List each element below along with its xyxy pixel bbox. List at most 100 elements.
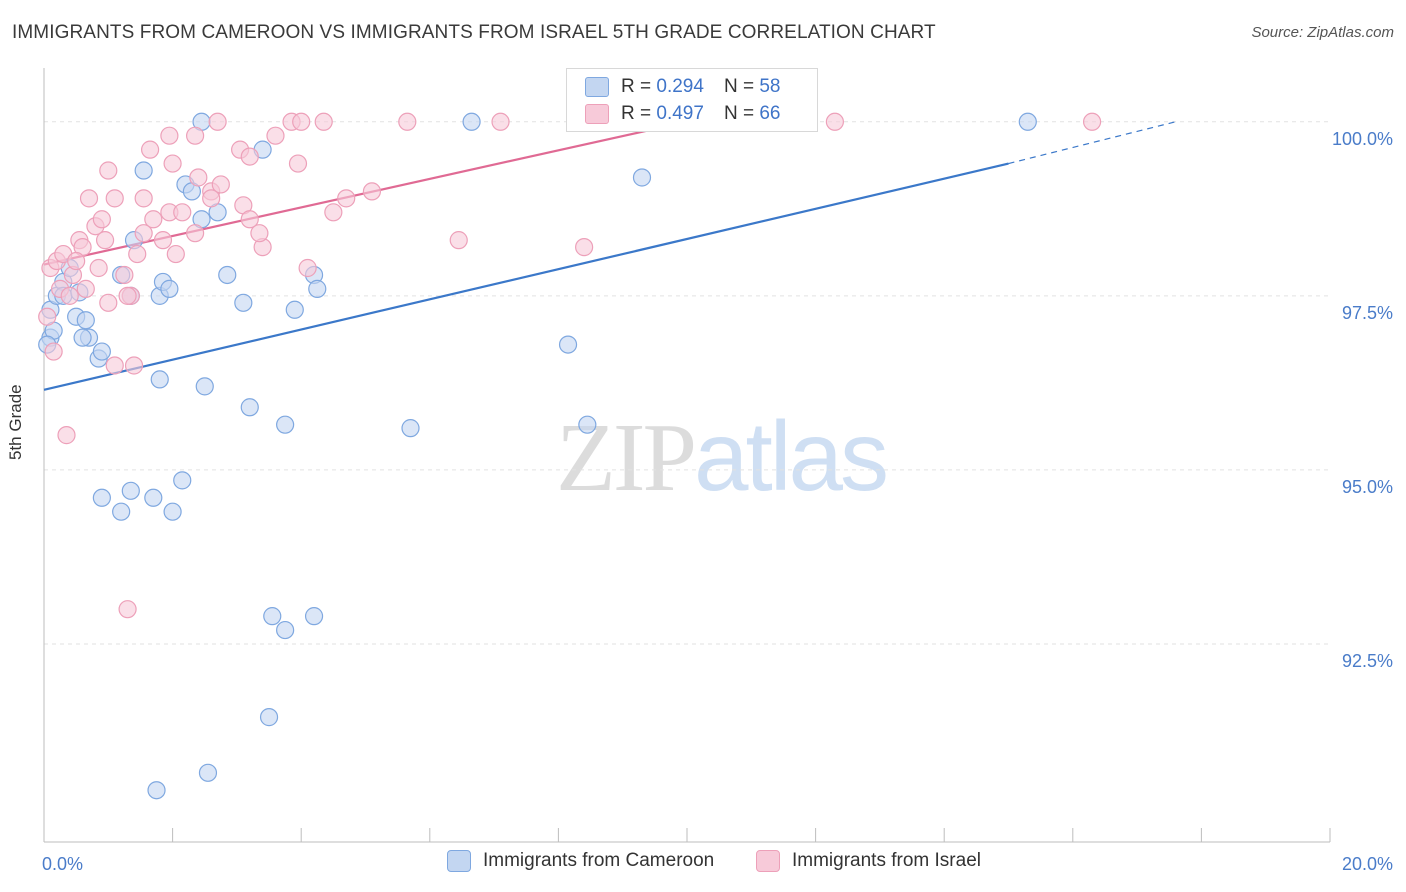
point-israel-55 — [825, 112, 844, 131]
y-tick-label-0: 92.5% — [1342, 651, 1393, 671]
stats-row-israel: R = 0.497 N = 66 — [585, 100, 780, 128]
point-israel-50 — [208, 112, 227, 131]
point-israel-14 — [153, 231, 173, 250]
r-label: R = — [621, 103, 652, 124]
point-cameroon-44 — [263, 607, 282, 626]
point-cameroon-45 — [276, 620, 295, 640]
tick-labels: 92.5% 95.0% 97.5% 100.0% 0.0% 20.0% — [42, 129, 1393, 874]
trend-line-cameroon — [43, 162, 1009, 391]
point-cameroon-17 — [160, 279, 179, 298]
legend-label-israel: Immigrants from Israel — [792, 850, 981, 871]
point-israel-24 — [240, 210, 259, 229]
n-value-israel: 66 — [759, 103, 781, 124]
point-israel-48 — [163, 154, 182, 173]
point-israel-7 — [95, 231, 115, 250]
point-cameroon-24 — [234, 293, 253, 312]
point-israel-13 — [144, 210, 163, 229]
point-israel-11 — [128, 244, 147, 264]
trend-extension-cameroon — [1008, 121, 1176, 165]
point-israel-12 — [134, 189, 153, 208]
point-cameroon-53 — [632, 168, 652, 187]
point-israel-34 — [575, 238, 594, 257]
point-cameroon-30 — [92, 342, 111, 361]
point-cameroon-49 — [198, 763, 218, 782]
point-israel-64 — [92, 210, 111, 229]
point-israel-19 — [202, 189, 221, 208]
point-israel-38 — [89, 258, 108, 278]
point-cameroon-14 — [134, 161, 153, 180]
legend-item-cameroon[interactable]: Immigrants from Cameroon — [447, 850, 714, 872]
point-israel-49 — [186, 126, 205, 145]
point-israel-31 — [337, 189, 356, 208]
point-israel-62 — [250, 224, 269, 243]
point-cameroon-31 — [150, 370, 169, 389]
point-cameroon-38 — [92, 488, 111, 507]
israel-swatch — [585, 104, 609, 124]
point-cameroon-51 — [462, 112, 481, 131]
y-tick-label-1: 95.0% — [1342, 477, 1393, 497]
point-israel-45 — [118, 600, 137, 619]
point-israel-26 — [266, 126, 285, 145]
y-tick-label-2: 97.5% — [1342, 303, 1393, 323]
cameroon-swatch — [585, 77, 609, 97]
point-cameroon-37 — [578, 415, 597, 434]
legend-label-cameroon: Immigrants from Cameroon — [483, 850, 715, 871]
point-israel-42 — [38, 307, 57, 326]
point-israel-53 — [398, 112, 417, 131]
watermark-atlas: atlas — [694, 401, 889, 511]
point-cameroon-23 — [218, 265, 237, 285]
point-israel-57 — [118, 286, 137, 305]
point-cameroon-47 — [259, 708, 279, 727]
x-tick-label-start: 0.0% — [42, 854, 83, 874]
point-israel-39 — [99, 293, 118, 312]
point-cameroon-26 — [285, 300, 304, 319]
r-value-cameroon: 0.294 — [656, 76, 704, 97]
point-israel-22 — [240, 147, 259, 166]
point-israel-44 — [57, 426, 76, 445]
point-israel-16 — [173, 203, 192, 222]
point-cameroon-43 — [112, 502, 131, 521]
point-cameroon-28 — [308, 279, 327, 298]
n-label: N = — [723, 103, 755, 124]
point-israel-17 — [186, 224, 205, 243]
point-cameroon-11 — [76, 311, 95, 330]
point-israel-46 — [140, 140, 160, 159]
point-israel-20 — [211, 175, 230, 194]
point-israel-40 — [105, 356, 124, 375]
point-cameroon-48 — [147, 781, 166, 800]
point-israel-51 — [292, 112, 311, 131]
point-cameroon-41 — [163, 502, 182, 521]
point-israel-54 — [491, 112, 510, 131]
stats-legend: R = 0.294 N = 58 R = 0.497 N = 66 — [566, 68, 818, 132]
point-israel-61 — [67, 251, 86, 271]
point-israel-58 — [166, 244, 185, 264]
axes — [43, 68, 1331, 843]
point-israel-28 — [288, 154, 308, 173]
data-points — [38, 112, 1102, 800]
series-legend: Immigrants from Cameroon Immigrants from… — [0, 850, 1406, 880]
r-value-israel: 0.497 — [656, 103, 704, 124]
point-israel-36 — [60, 286, 79, 305]
point-israel-59 — [99, 161, 118, 180]
point-cameroon-34 — [276, 415, 295, 434]
chart-title: IMMIGRANTS FROM CAMEROON VS IMMIGRANTS F… — [12, 22, 936, 43]
point-israel-9 — [115, 265, 134, 285]
point-cameroon-29 — [73, 328, 92, 347]
point-cameroon-32 — [195, 377, 214, 396]
point-cameroon-40 — [144, 488, 163, 507]
point-cameroon-36 — [558, 335, 578, 354]
point-israel-30 — [324, 203, 343, 222]
legend-item-israel[interactable]: Immigrants from Israel — [756, 850, 981, 872]
point-cameroon-46 — [304, 607, 324, 626]
point-israel-65 — [134, 224, 153, 243]
point-israel-47 — [160, 126, 179, 145]
y-tick-label-3: 100.0% — [1332, 129, 1393, 149]
point-cameroon-55 — [1018, 112, 1037, 131]
point-israel-33 — [449, 231, 468, 250]
point-cameroon-39 — [121, 481, 140, 500]
point-israel-52 — [314, 112, 333, 131]
point-israel-56 — [1082, 112, 1102, 131]
point-cameroon-33 — [240, 398, 259, 417]
x-tick-label-end: 20.0% — [1342, 854, 1393, 874]
watermark: ZIPatlas — [556, 400, 889, 514]
